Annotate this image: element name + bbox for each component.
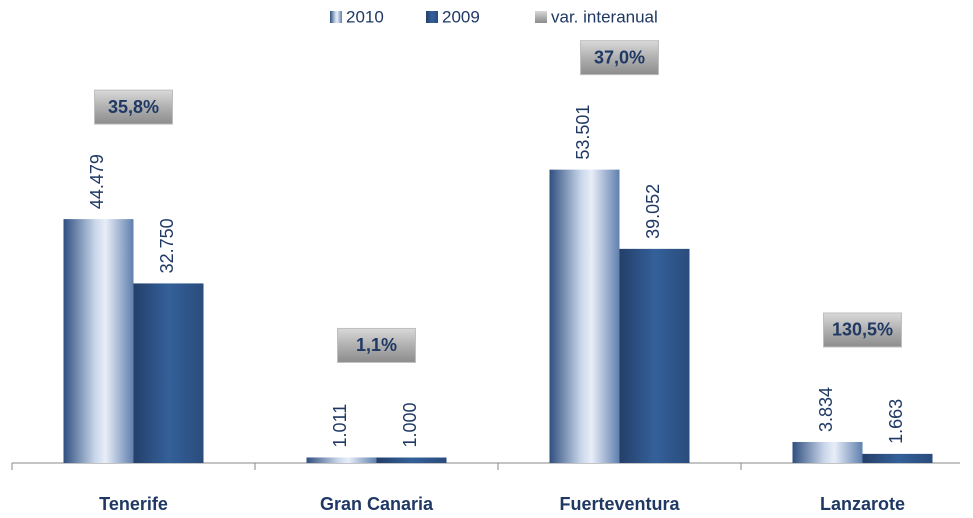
variation-box bbox=[823, 312, 902, 348]
x-tick-label: Gran Canaria bbox=[320, 494, 434, 514]
value-label: 1.011 bbox=[330, 404, 350, 448]
legend-swatch bbox=[330, 11, 342, 23]
x-tick-label: Fuerteventura bbox=[559, 494, 680, 514]
bar bbox=[792, 441, 863, 463]
bar bbox=[619, 248, 690, 463]
value-label: 1.663 bbox=[886, 399, 906, 444]
variation-label: 1,1% bbox=[356, 335, 397, 355]
bar bbox=[549, 169, 620, 464]
bar bbox=[133, 283, 204, 463]
legend-label: 2010 bbox=[346, 7, 384, 26]
variation-box bbox=[94, 89, 173, 125]
bar bbox=[862, 453, 933, 463]
variation-label: 37,0% bbox=[594, 47, 645, 67]
legend-label: 2009 bbox=[442, 7, 480, 26]
legend-swatch bbox=[426, 11, 438, 23]
variation-box bbox=[580, 40, 659, 76]
value-label: 44.479 bbox=[87, 154, 107, 209]
x-tick-label: Lanzarote bbox=[820, 494, 905, 514]
bar bbox=[306, 457, 377, 463]
value-label: 1.000 bbox=[400, 402, 420, 447]
variation-box bbox=[337, 327, 416, 363]
variation-label: 35,8% bbox=[108, 97, 159, 117]
x-tick-label: Tenerife bbox=[99, 494, 168, 514]
value-label: 32.750 bbox=[157, 218, 177, 273]
legend-swatch bbox=[535, 11, 547, 23]
bar bbox=[63, 219, 134, 463]
bar bbox=[376, 457, 447, 463]
variation-label: 130,5% bbox=[832, 320, 893, 340]
value-label: 39.052 bbox=[643, 184, 663, 239]
value-label: 53.501 bbox=[573, 105, 593, 160]
legend-label: var. interanual bbox=[551, 7, 658, 26]
value-label: 3.834 bbox=[816, 387, 836, 432]
